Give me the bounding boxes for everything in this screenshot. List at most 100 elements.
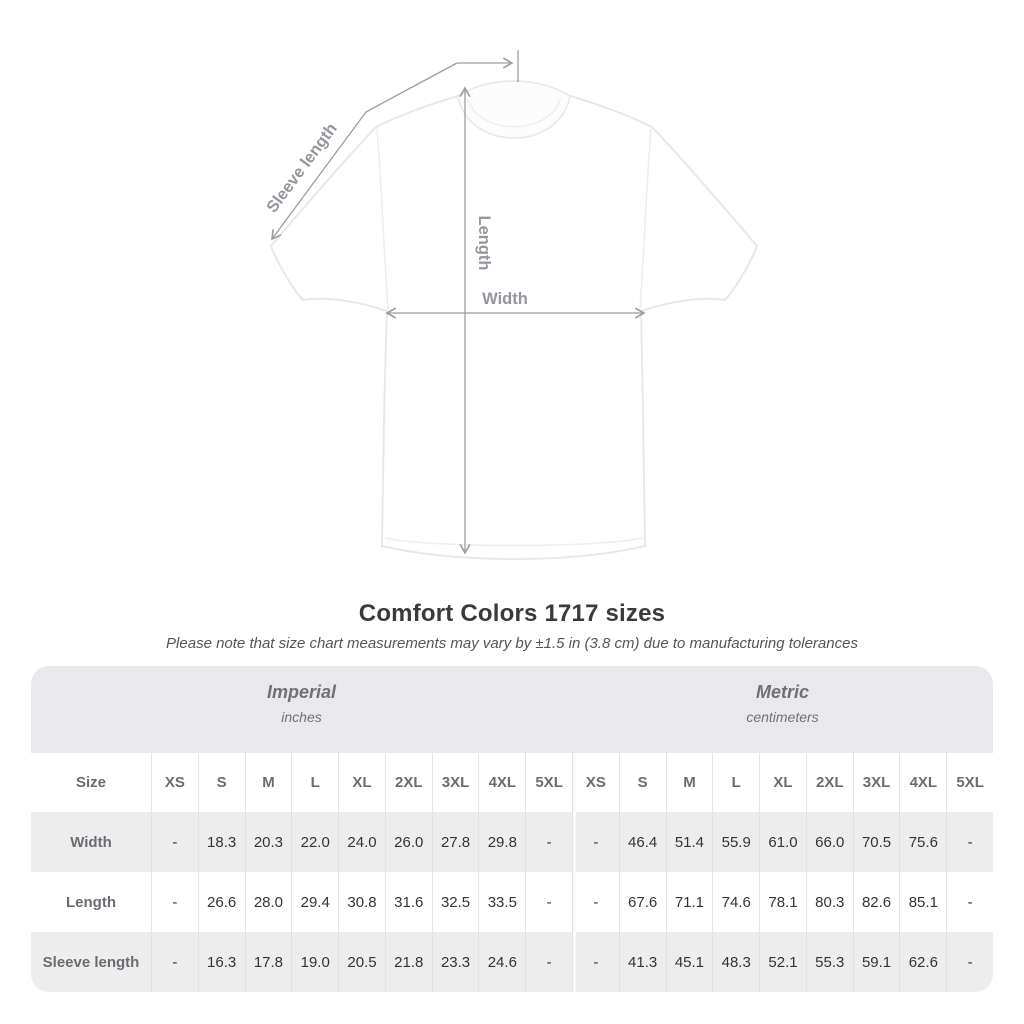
size-header-cell: XL	[338, 753, 385, 812]
value-cell: 61.0	[759, 812, 806, 872]
size-header-cell: L	[712, 753, 759, 812]
width-row: Width - 18.3 20.3 22.0 24.0 26.0 27.8 29…	[31, 812, 993, 872]
size-header-cell: 5XL	[946, 753, 993, 812]
value-cell: 16.3	[197, 932, 245, 992]
value-cell: 26.0	[384, 812, 432, 872]
value-cell: 24.0	[338, 812, 385, 872]
collar	[457, 80, 571, 139]
value-cell: 80.3	[805, 872, 853, 932]
value-cell: 66.0	[805, 812, 853, 872]
value-cell: -	[151, 932, 198, 992]
value-cell: 31.6	[384, 872, 432, 932]
size-header-cell: 3XL	[431, 753, 479, 812]
size-header-cell: 2XL	[805, 753, 853, 812]
value-cell: -	[525, 932, 572, 992]
value-cell: 51.4	[665, 812, 713, 872]
size-header-cell: XS	[572, 753, 619, 812]
sleeve-diagonal-arrow	[271, 62, 458, 241]
row-label: Sleeve length	[42, 953, 140, 971]
value-cell: 75.6	[899, 812, 946, 872]
value-cell: -	[572, 932, 619, 992]
row-label: Width	[70, 833, 112, 851]
size-header-cell: M	[244, 753, 292, 812]
value-cell: 45.1	[665, 932, 713, 992]
unit-group-band: Imperial inches Metric centimeters	[31, 666, 993, 753]
tshirt-shape	[269, 79, 759, 561]
imperial-unit: inches	[281, 709, 322, 725]
size-header-cell: 2XL	[384, 753, 432, 812]
value-cell: 52.1	[759, 932, 806, 992]
value-cell: -	[151, 812, 198, 872]
value-cell: 78.1	[759, 872, 806, 932]
size-header-cell: M	[665, 753, 713, 812]
tolerance-note: Please note that size chart measurements…	[166, 635, 858, 652]
value-cell: -	[525, 812, 572, 872]
imperial-group-header: Imperial inches	[31, 666, 572, 753]
value-cell: 46.4	[618, 812, 666, 872]
value-cell: 48.3	[712, 932, 759, 992]
value-cell: 59.1	[852, 932, 900, 992]
metric-unit: centimeters	[746, 709, 819, 725]
tshirt-diagram: Sleeve length Length Width	[263, 50, 759, 561]
measurement-lines	[271, 50, 646, 555]
size-header-cell: XS	[151, 753, 198, 812]
value-cell: 21.8	[384, 932, 432, 992]
size-header-cell: S	[618, 753, 666, 812]
value-cell: 74.6	[712, 872, 759, 932]
value-cell: 20.5	[338, 932, 385, 992]
value-cell: 82.6	[852, 872, 900, 932]
size-header-cell: XL	[759, 753, 806, 812]
size-header-cell: 4XL	[899, 753, 946, 812]
length-label: Length	[475, 216, 493, 271]
value-cell: 85.1	[899, 872, 946, 932]
value-cell: -	[572, 872, 619, 932]
value-cell: 32.5	[431, 872, 479, 932]
size-header-cell: 3XL	[852, 753, 900, 812]
value-cell: 20.3	[244, 812, 292, 872]
value-cell: 22.0	[291, 812, 338, 872]
caption: Comfort Colors 1717 sizes Please note th…	[0, 600, 1024, 652]
value-cell: -	[525, 872, 572, 932]
width-label: Width	[482, 290, 528, 308]
value-cell: 29.8	[478, 812, 525, 872]
size-header-cell: S	[197, 753, 245, 812]
size-table: Imperial inches Metric centimeters Size …	[31, 666, 993, 992]
tshirt-illustration: Sleeve length Length Width	[263, 50, 759, 561]
value-cell: 55.9	[712, 812, 759, 872]
metric-title: Metric	[755, 682, 809, 702]
value-cell: 27.8	[431, 812, 479, 872]
size-header-row: Size XS S M L XL 2XL 3XL 4XL 5XL XS S M …	[31, 753, 993, 812]
value-cell: 71.1	[665, 872, 713, 932]
value-cell: 30.8	[338, 872, 385, 932]
value-cell: 41.3	[618, 932, 666, 992]
page-title: Comfort Colors 1717 sizes	[358, 600, 666, 627]
size-header-cell: 5XL	[525, 753, 572, 812]
value-cell: 23.3	[431, 932, 479, 992]
value-cell: 17.8	[244, 932, 292, 992]
value-cell: -	[946, 812, 993, 872]
value-cell: -	[151, 872, 198, 932]
value-cell: 62.6	[899, 932, 946, 992]
size-header-cell: L	[291, 753, 338, 812]
value-cell: -	[946, 872, 993, 932]
row-label: Length	[66, 893, 116, 911]
value-cell: 67.6	[618, 872, 666, 932]
value-cell: 26.6	[197, 872, 245, 932]
value-cell: 29.4	[291, 872, 338, 932]
value-cell: 33.5	[478, 872, 525, 932]
sleeve-length-row: Sleeve length - 16.3 17.8 19.0 20.5 21.8…	[31, 932, 993, 992]
value-cell: 24.6	[478, 932, 525, 992]
length-row: Length - 26.6 28.0 29.4 30.8 31.6 32.5 3…	[31, 872, 993, 932]
imperial-title: Imperial	[266, 682, 337, 702]
value-cell: 19.0	[291, 932, 338, 992]
size-header-cell: 4XL	[478, 753, 525, 812]
value-cell: 18.3	[197, 812, 245, 872]
value-cell: -	[572, 812, 619, 872]
value-cell: 55.3	[805, 932, 853, 992]
value-cell: -	[946, 932, 993, 992]
metric-group-header: Metric centimeters	[572, 666, 993, 753]
value-cell: 28.0	[244, 872, 292, 932]
size-col-header: Size	[75, 774, 106, 791]
value-cell: 70.5	[852, 812, 900, 872]
